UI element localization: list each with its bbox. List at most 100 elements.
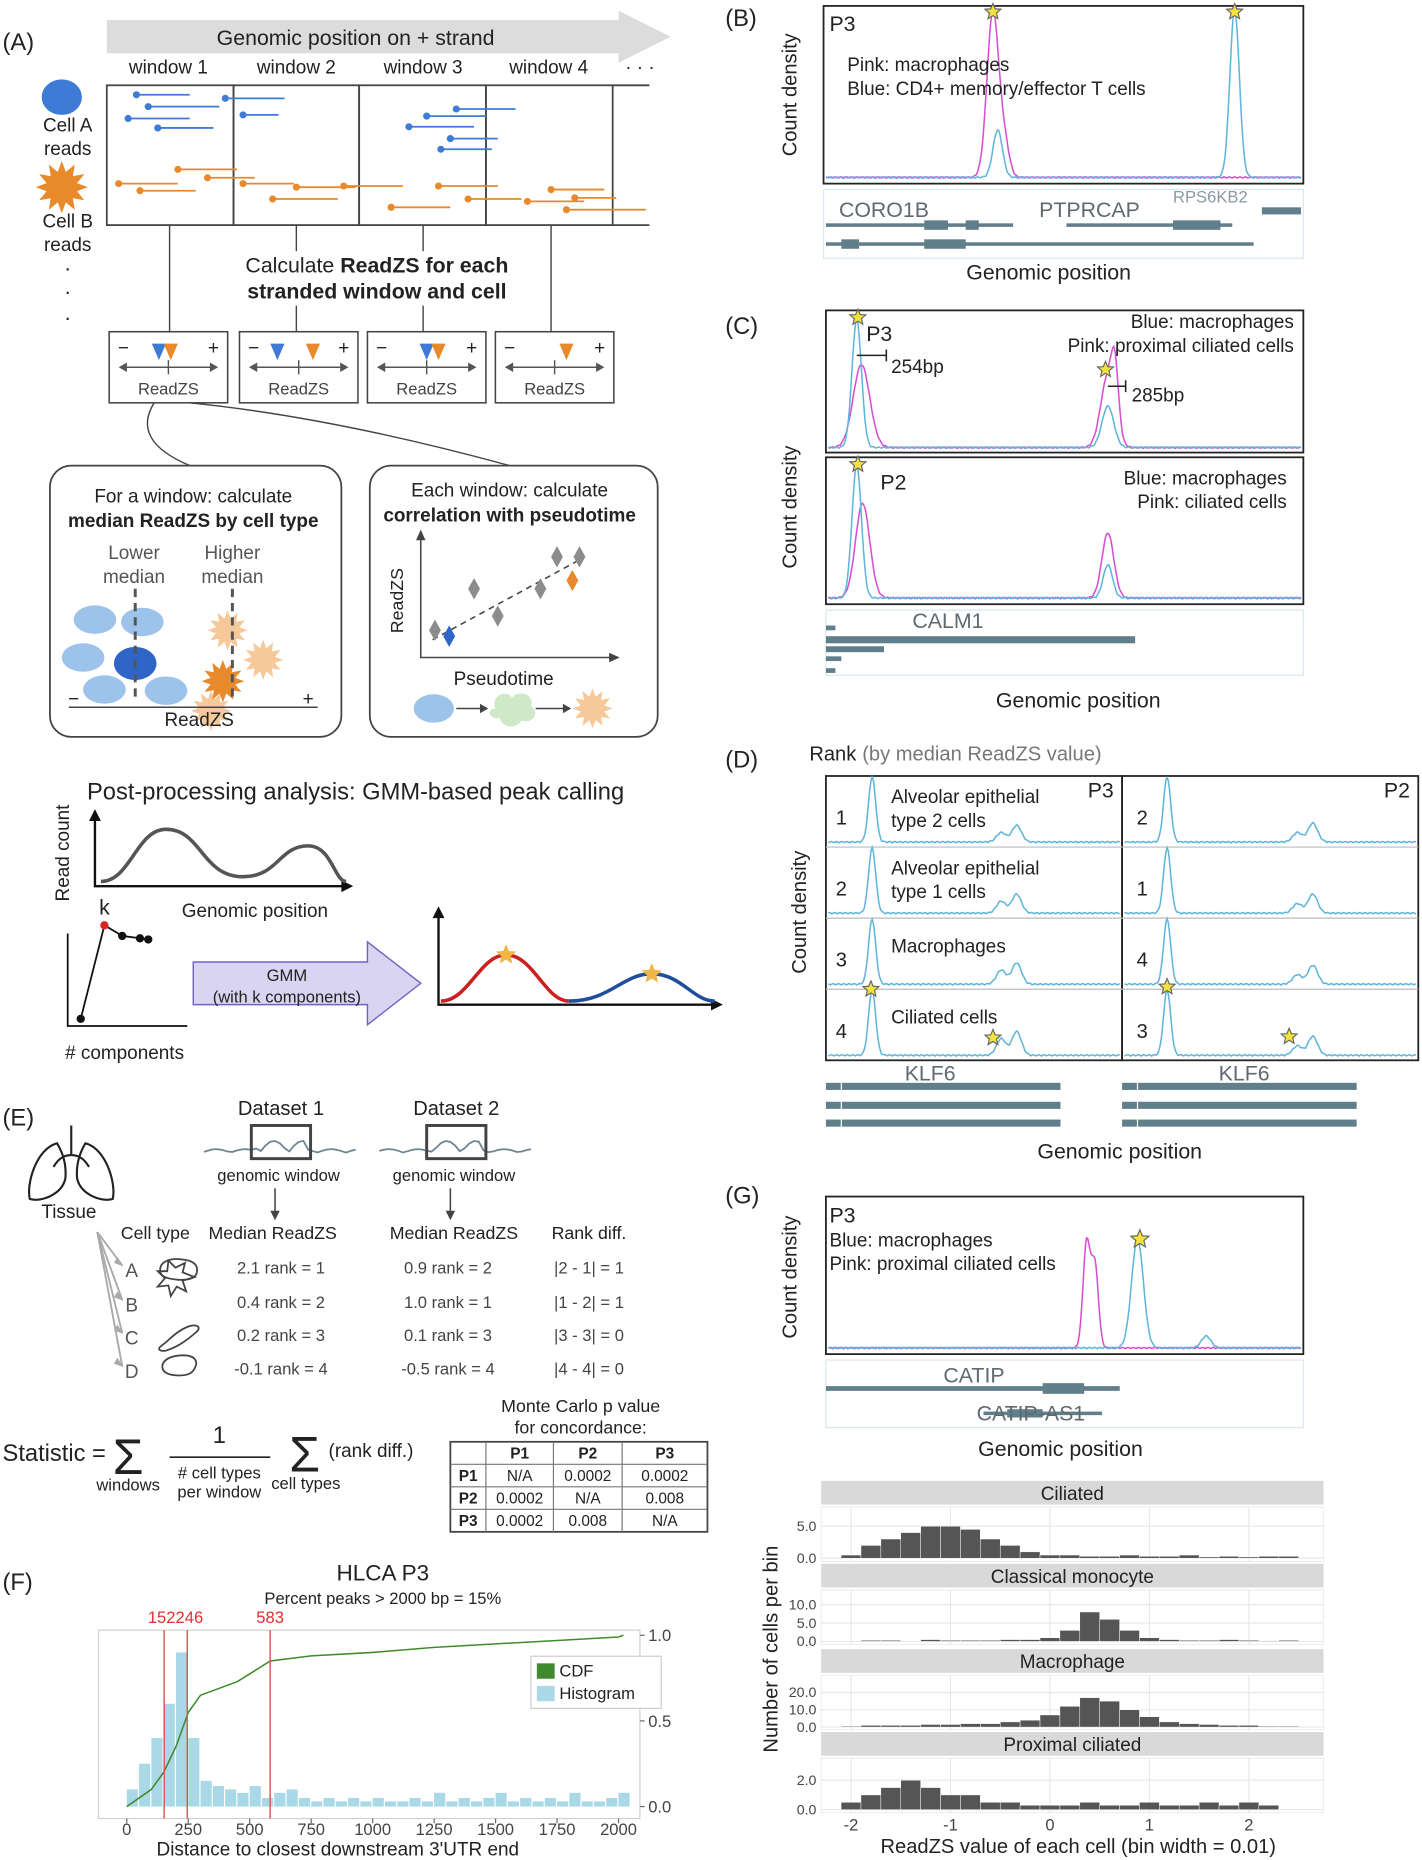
label: cell types <box>271 1474 340 1493</box>
label: 3 <box>1137 1021 1148 1043</box>
histogram-bar <box>999 1721 1021 1728</box>
histogram-bar <box>335 1801 347 1807</box>
read-start <box>239 180 247 188</box>
label: Rank diff. <box>552 1223 627 1243</box>
label: 1 <box>213 1423 226 1449</box>
histogram-bar <box>1198 1724 1220 1728</box>
histogram-bar <box>1179 1723 1200 1728</box>
histogram-bar <box>1019 1551 1041 1559</box>
label: ReadZS <box>524 380 585 399</box>
y-tick-label: 0.0 <box>797 1634 817 1650</box>
histogram-bar <box>1258 1725 1279 1728</box>
label: 0.9 rank = 2 <box>404 1259 492 1278</box>
histogram-bar <box>960 1529 981 1559</box>
label: Pink: ciliated cells <box>1137 492 1286 513</box>
label: ReadZS <box>396 380 457 399</box>
panel-label: (D) <box>725 748 758 774</box>
label: 254bp <box>891 357 944 378</box>
label: Count density <box>779 1215 801 1339</box>
histogram-bar <box>999 1802 1021 1810</box>
lung-icon <box>28 1125 115 1201</box>
label: ReadZS <box>164 710 233 731</box>
readzs-marker <box>151 343 167 361</box>
histogram-bar <box>409 1797 421 1807</box>
label: 0.4 rank = 2 <box>237 1293 325 1312</box>
histogram-bar <box>323 1797 335 1807</box>
window-box <box>232 84 361 226</box>
histogram-bar <box>940 1640 961 1642</box>
gene-track <box>1122 1119 1357 1127</box>
facet-title: Ciliated <box>1041 1484 1104 1505</box>
gene-track <box>965 220 979 230</box>
histogram-bar <box>940 1724 961 1728</box>
trend-line <box>432 558 582 641</box>
star <box>848 454 868 473</box>
facet-title: Macrophage <box>1020 1652 1125 1673</box>
label: CATIP-AS1 <box>977 1401 1086 1425</box>
histogram-bar <box>880 1538 901 1559</box>
diamond <box>566 569 579 592</box>
histogram-bar <box>421 1801 433 1807</box>
star <box>190 690 232 731</box>
plot-frame <box>825 456 1305 606</box>
label: |1 - 2| = 1 <box>554 1293 624 1312</box>
window-label: window 4 <box>508 57 588 78</box>
gene-track <box>825 636 1136 644</box>
star <box>1157 977 1177 995</box>
histogram-bar <box>274 1792 286 1807</box>
density-curve <box>1124 916 1417 987</box>
gene-track <box>825 625 836 631</box>
text-span: Calculate <box>245 253 334 277</box>
label: # cell types <box>178 1464 261 1483</box>
x-tick-label: -2 <box>844 1815 859 1834</box>
arrowhead <box>113 1357 124 1368</box>
histogram-bar <box>1258 1556 1279 1559</box>
label: 2.1 rank = 1 <box>237 1259 325 1278</box>
histogram-bar <box>1059 1554 1081 1559</box>
read-count-curve <box>100 827 347 884</box>
read-start <box>562 206 571 214</box>
label: # components <box>65 1043 184 1064</box>
arrowhead <box>113 1324 124 1334</box>
elbow-point <box>100 921 109 930</box>
histogram-bar <box>980 1640 1001 1642</box>
label: ReadZS <box>268 380 329 399</box>
histogram-bar <box>200 1780 212 1807</box>
axis-arrowhead <box>432 906 445 919</box>
track-frame <box>825 1359 1304 1429</box>
histogram-bar <box>384 1801 397 1807</box>
ellipsis: · <box>64 306 71 330</box>
histogram-bar <box>1119 1554 1140 1559</box>
label: Alveolar epithelial <box>891 787 1039 808</box>
density-curve <box>1124 845 1417 915</box>
histogram-bar <box>840 1554 862 1559</box>
label: Count density <box>779 32 801 156</box>
label: 3 <box>836 950 847 972</box>
readzs-marker <box>559 343 574 361</box>
histogram-bar <box>1278 1640 1299 1642</box>
label: Cell type <box>121 1223 190 1243</box>
histogram-bar <box>151 1738 163 1807</box>
histogram-bar <box>1039 1637 1061 1642</box>
density-curve <box>828 844 1120 915</box>
y-tick-label: 10.0 <box>789 1597 817 1613</box>
x-tick-label: 750 <box>297 1820 325 1839</box>
label: Macrophages <box>891 937 1006 958</box>
label: 1 <box>836 808 847 830</box>
label: 152 <box>148 1608 176 1627</box>
gene-track <box>1066 223 1233 227</box>
label: Higher <box>204 543 260 564</box>
position-arrow <box>106 10 671 63</box>
x-tick-label: 1000 <box>354 1820 391 1839</box>
arrowhead <box>270 1210 280 1221</box>
x-tick-label: 1250 <box>416 1820 453 1839</box>
label: P1 <box>510 1445 529 1462</box>
cell-icon <box>61 643 105 672</box>
label: Pink: proximal ciliated cells <box>829 1254 1055 1275</box>
label: Post-processing analysis: GMM-based peak… <box>87 780 624 806</box>
label: Percent peaks > 2000 bp = 15% <box>264 1589 501 1608</box>
histogram-bar <box>1079 1556 1100 1559</box>
histogram-bar <box>1099 1556 1120 1559</box>
histogram-bar <box>1119 1805 1140 1810</box>
histogram-bar <box>126 1789 138 1807</box>
